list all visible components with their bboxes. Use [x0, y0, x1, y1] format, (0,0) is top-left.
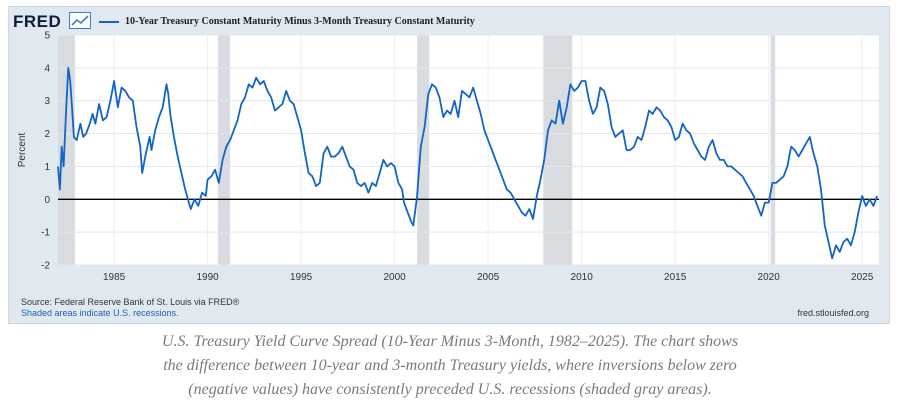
- recession-band: [58, 35, 75, 265]
- x-tick-label: 2005: [477, 272, 500, 283]
- x-tick-labels: 1985 1990 1995 2000 2005 2010 2015 2020 2025: [103, 272, 874, 283]
- caption-line: (negative values) have consistently prec…: [188, 381, 712, 398]
- legend-swatch: [99, 20, 119, 23]
- caption-line: the difference between 10-year and 3-mon…: [163, 357, 737, 374]
- x-tick-label: 2015: [664, 272, 687, 283]
- fred-url[interactable]: fred.stlouisfed.org: [797, 308, 869, 318]
- fred-logo[interactable]: FRED: [13, 12, 62, 31]
- caption-line: U.S. Treasury Yield Curve Spread (10-Yea…: [161, 333, 739, 350]
- recession-note: Shaded areas indicate U.S. recessions.: [21, 308, 179, 318]
- chart-frame: FRED 10-Year Treasury Constant Maturity …: [8, 6, 890, 324]
- y-tick-label: -2: [41, 261, 50, 272]
- recession-band: [417, 35, 430, 265]
- recession-band: [770, 35, 776, 265]
- recession-band: [543, 35, 573, 265]
- y-tick-label: -1: [41, 228, 50, 239]
- plot-area: [58, 35, 879, 265]
- recession-band: [217, 35, 231, 265]
- legend-label: 10-Year Treasury Constant Maturity Minus…: [125, 16, 475, 27]
- y-tick-label: 5: [44, 31, 50, 42]
- y-tick-label: 0: [44, 195, 50, 206]
- chart-legend: 10-Year Treasury Constant Maturity Minus…: [99, 16, 475, 27]
- chart-line-icon: [69, 12, 91, 29]
- series-line: [57, 67, 878, 260]
- y-tick-labels: -2 -1 0 1 2 3 4 5: [41, 31, 50, 272]
- recession-shading: [58, 35, 776, 265]
- y-tick-label: 1: [44, 162, 50, 173]
- y-axis-label: Percent: [17, 133, 28, 168]
- line-chart: -2 -1 0 1 2 3 4 5 1985 1990 1995 2000 2005 2010 2015 2…: [17, 31, 879, 283]
- x-tick-label: 1990: [196, 272, 219, 283]
- x-tick-label: 2010: [571, 272, 594, 283]
- x-tick-label: 1985: [103, 272, 126, 283]
- y-tick-label: 3: [44, 96, 50, 107]
- x-tick-label: 1995: [290, 272, 313, 283]
- source-text: Source: Federal Reserve Bank of St. Loui…: [21, 297, 240, 307]
- x-tick-label: 2020: [758, 272, 781, 283]
- x-tick-label: 2025: [851, 272, 874, 283]
- y-tick-label: 4: [44, 63, 50, 74]
- y-tick-label: 2: [44, 129, 50, 140]
- figure-caption: U.S. Treasury Yield Curve Spread (10-Yea…: [0, 330, 900, 402]
- x-tick-label: 2000: [384, 272, 407, 283]
- source-note: Source: Federal Reserve Bank of St. Loui…: [21, 297, 239, 319]
